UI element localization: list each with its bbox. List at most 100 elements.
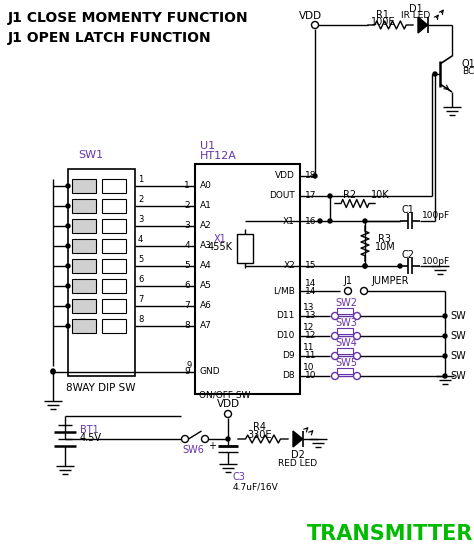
- Text: J1 OPEN LATCH FUNCTION: J1 OPEN LATCH FUNCTION: [8, 31, 211, 45]
- Text: HT12A: HT12A: [200, 151, 237, 161]
- Text: A4: A4: [200, 261, 212, 270]
- Circle shape: [66, 224, 70, 228]
- Bar: [72, 279, 96, 293]
- Bar: [72, 299, 96, 313]
- Text: J1 CLOSE MOMENTY FUNCTION: J1 CLOSE MOMENTY FUNCTION: [8, 11, 249, 25]
- Text: 13: 13: [305, 311, 317, 321]
- Text: GND: GND: [200, 367, 220, 377]
- Text: 6: 6: [138, 275, 143, 285]
- Text: X1: X1: [283, 217, 295, 225]
- Text: VDD: VDD: [217, 399, 239, 409]
- Text: 3: 3: [184, 222, 190, 230]
- Text: VDD: VDD: [299, 11, 321, 21]
- Text: 15: 15: [305, 261, 317, 270]
- Text: SW: SW: [450, 351, 466, 361]
- Text: IR LED: IR LED: [401, 12, 430, 20]
- Text: 4: 4: [138, 235, 143, 244]
- Text: D8: D8: [283, 372, 295, 381]
- Text: A6: A6: [200, 301, 212, 310]
- Text: 11: 11: [303, 343, 315, 352]
- Text: 100pF: 100pF: [422, 212, 450, 220]
- Text: C3: C3: [233, 472, 246, 482]
- Circle shape: [443, 314, 447, 318]
- Bar: [102, 279, 126, 293]
- Text: 455K: 455K: [208, 243, 233, 253]
- Bar: [102, 219, 126, 233]
- Text: VDD: VDD: [275, 172, 295, 181]
- Text: 6: 6: [184, 281, 190, 290]
- Bar: [102, 199, 126, 213]
- Text: 7: 7: [184, 301, 190, 310]
- Circle shape: [66, 284, 70, 288]
- Bar: [68, 169, 135, 376]
- Text: 14: 14: [305, 286, 316, 295]
- Text: 1: 1: [138, 176, 143, 184]
- Bar: [337, 308, 353, 314]
- Circle shape: [363, 264, 367, 268]
- Circle shape: [363, 219, 367, 223]
- Text: D9: D9: [283, 351, 295, 361]
- Text: 10M: 10M: [374, 243, 395, 253]
- Text: 10: 10: [303, 363, 315, 372]
- Text: 10K: 10K: [371, 189, 389, 199]
- Text: 3: 3: [138, 216, 143, 224]
- Text: SW: SW: [450, 371, 466, 381]
- Circle shape: [443, 334, 447, 338]
- Polygon shape: [418, 17, 428, 33]
- Text: 12: 12: [305, 331, 316, 341]
- Bar: [195, 164, 300, 394]
- Circle shape: [66, 264, 70, 268]
- Circle shape: [66, 184, 70, 188]
- Text: SW1: SW1: [78, 150, 103, 160]
- Text: 2: 2: [138, 196, 143, 204]
- Text: D2: D2: [291, 450, 305, 460]
- Circle shape: [443, 374, 447, 378]
- Text: 5: 5: [184, 261, 190, 270]
- Text: A0: A0: [200, 182, 212, 191]
- Circle shape: [328, 219, 332, 223]
- Text: 17: 17: [305, 192, 317, 201]
- Text: 7: 7: [138, 295, 143, 305]
- Text: DOUT: DOUT: [269, 192, 295, 201]
- Text: SW3: SW3: [335, 318, 357, 328]
- Circle shape: [66, 304, 70, 308]
- Circle shape: [398, 264, 402, 268]
- Text: 18: 18: [305, 172, 317, 181]
- Circle shape: [66, 244, 70, 248]
- Bar: [337, 328, 353, 334]
- Text: JUMPER: JUMPER: [371, 276, 409, 286]
- Text: 13: 13: [303, 304, 315, 312]
- Text: RED LED: RED LED: [278, 459, 318, 468]
- Text: 9: 9: [184, 367, 190, 377]
- Text: A5: A5: [200, 281, 212, 290]
- Text: SW: SW: [450, 311, 466, 321]
- Text: 100pF: 100pF: [422, 257, 450, 265]
- Text: C2: C2: [401, 250, 414, 260]
- Text: A2: A2: [200, 222, 212, 230]
- Text: 330E: 330E: [248, 430, 272, 440]
- Bar: [102, 239, 126, 253]
- Text: 14: 14: [305, 279, 316, 288]
- Bar: [102, 179, 126, 193]
- Bar: [102, 299, 126, 313]
- Text: 8WAY DIP SW: 8WAY DIP SW: [66, 383, 136, 393]
- Text: 16: 16: [305, 217, 317, 225]
- Text: TRANSMITTER: TRANSMITTER: [307, 524, 473, 544]
- Text: D11: D11: [277, 311, 295, 321]
- Text: 1: 1: [184, 182, 190, 191]
- Text: D1: D1: [409, 4, 423, 14]
- Circle shape: [313, 174, 317, 178]
- Text: ON/OFF SW: ON/OFF SW: [199, 391, 251, 399]
- Bar: [72, 259, 96, 273]
- Circle shape: [226, 437, 230, 441]
- Text: R1: R1: [376, 10, 390, 20]
- Circle shape: [51, 369, 55, 373]
- Text: R2: R2: [344, 189, 356, 199]
- Bar: [72, 199, 96, 213]
- Text: Q1: Q1: [462, 59, 474, 69]
- Bar: [102, 259, 126, 273]
- Circle shape: [363, 264, 367, 268]
- Text: 10: 10: [305, 372, 317, 381]
- Text: SW: SW: [450, 331, 466, 341]
- Text: X1: X1: [214, 233, 227, 244]
